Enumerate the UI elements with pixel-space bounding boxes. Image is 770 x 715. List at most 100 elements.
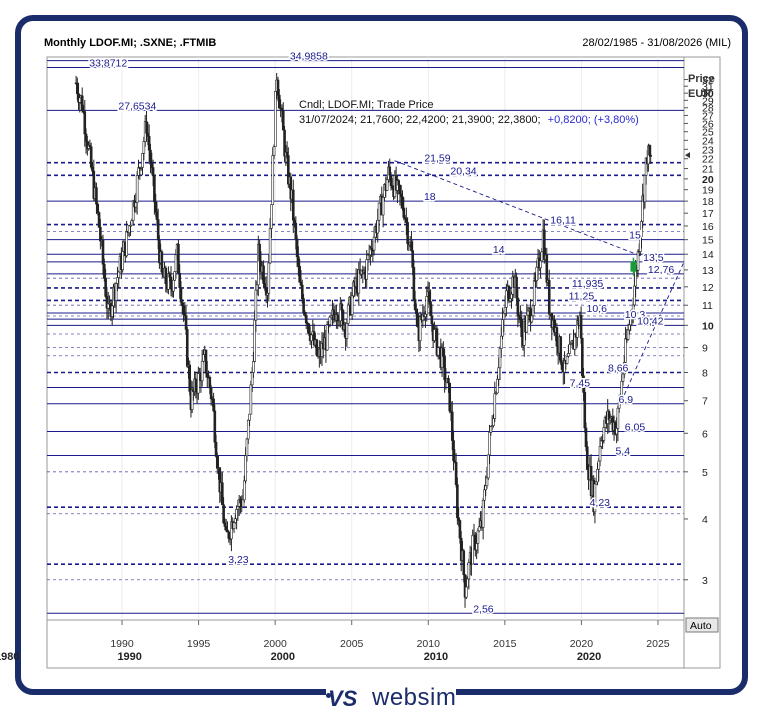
level-label: 6,05	[625, 422, 646, 434]
candle-body	[307, 323, 311, 334]
candle-body	[267, 262, 271, 294]
candle-body	[182, 305, 185, 314]
candle-body	[253, 319, 256, 362]
candle-body	[503, 306, 507, 314]
candle-body	[377, 202, 381, 221]
candle-body	[234, 518, 237, 523]
candle-body	[547, 280, 551, 315]
candle-body	[579, 315, 583, 339]
y-tick-label: 18	[702, 196, 714, 208]
candle-body	[633, 285, 636, 306]
candle-body	[594, 481, 598, 485]
candle-body	[430, 315, 434, 325]
candle-body	[505, 290, 508, 308]
y-tick-label: 3	[702, 575, 708, 587]
candle-body	[172, 279, 175, 292]
level-label: 5,4	[615, 446, 630, 458]
y-tick-label: 6	[702, 428, 708, 440]
y-tick-label: 31	[702, 81, 714, 93]
candle-body	[486, 454, 490, 479]
trendlines	[394, 160, 685, 395]
candle-body	[245, 438, 249, 457]
candle-body	[230, 521, 233, 540]
candle-body	[560, 362, 564, 370]
y-tick-label: 24	[702, 135, 714, 147]
level-label: 7,45	[570, 378, 591, 390]
candle-body	[78, 97, 82, 103]
y-tick-label: 25	[702, 127, 714, 139]
websim-logo-mark: VS	[328, 686, 358, 711]
y-axis: 3456789101112131415161718192021222324252…	[684, 75, 714, 587]
candle-body	[484, 485, 488, 491]
candle-series	[74, 73, 652, 608]
candle-body	[149, 149, 152, 165]
candle-body	[471, 535, 474, 565]
candle-body	[127, 225, 131, 233]
level-label: 10,3	[625, 309, 646, 321]
level-label: 4,23	[590, 497, 611, 509]
candle-body	[227, 531, 231, 539]
candle-body	[399, 193, 403, 198]
y-tick-label: 10	[702, 320, 714, 332]
candle-body	[304, 315, 308, 324]
info-line-2: 31/07/2024; 21,7600; 22,4200; 21,3900; 2…	[299, 114, 639, 126]
auto-scale-button[interactable]	[685, 617, 719, 633]
candle-body	[151, 167, 155, 176]
candle-body	[485, 477, 489, 487]
candle-body	[520, 319, 523, 337]
candle-body	[602, 427, 606, 441]
candle-body	[389, 174, 393, 187]
candle-body	[508, 298, 512, 302]
candle-body	[621, 373, 625, 382]
level-label: 13,5	[643, 252, 664, 264]
candle-body	[443, 356, 446, 381]
candle-body	[372, 236, 376, 251]
candle-body	[213, 410, 217, 443]
candle-body	[299, 281, 303, 286]
y-axis-unit: EUR	[688, 88, 711, 100]
candle-body	[559, 336, 563, 363]
y-tick-label: 17	[702, 208, 714, 220]
candle-body	[153, 175, 156, 203]
candle-body	[416, 313, 419, 328]
level-label: 21,59	[424, 153, 450, 165]
candle-body	[130, 220, 134, 226]
candle-body	[452, 440, 455, 462]
candle-body	[197, 373, 200, 394]
candle-body	[381, 197, 385, 216]
candle-body	[205, 372, 209, 378]
level-label: 8,66	[608, 362, 629, 374]
candle-body	[134, 202, 138, 208]
candle-body	[411, 250, 414, 268]
candle-body	[145, 121, 148, 134]
chart-title: Monthly LDOF.MI; .SXNE; .FTMIB	[44, 37, 217, 49]
candle-body	[555, 327, 559, 347]
candle-body	[91, 166, 94, 172]
candle-body	[235, 508, 238, 520]
y-tick-label: 7	[702, 396, 708, 408]
candle-body	[517, 314, 521, 318]
candle-body	[350, 295, 354, 315]
x-tick-label: 2015	[493, 638, 517, 650]
candle-body	[250, 372, 254, 386]
y-tick-label: 21	[702, 164, 714, 176]
candle-body	[616, 407, 620, 429]
candle-body	[498, 348, 502, 369]
candle-body	[141, 152, 144, 168]
candle-body	[336, 314, 340, 322]
candle-body	[84, 133, 88, 142]
candle-body	[104, 277, 107, 297]
candle-body	[510, 293, 513, 299]
y-tick-label: 20	[702, 174, 714, 186]
level-label: 27,6534	[118, 100, 156, 112]
candle-body	[436, 347, 440, 356]
candle-body	[530, 315, 534, 323]
candle-body	[246, 419, 250, 440]
candle-body	[465, 586, 468, 598]
x-tick-label: 2005	[340, 638, 364, 650]
candle-body	[297, 256, 300, 267]
candle-body	[597, 460, 601, 470]
y-tick-label: 4	[702, 514, 708, 526]
level-label: 2,56	[473, 603, 494, 615]
